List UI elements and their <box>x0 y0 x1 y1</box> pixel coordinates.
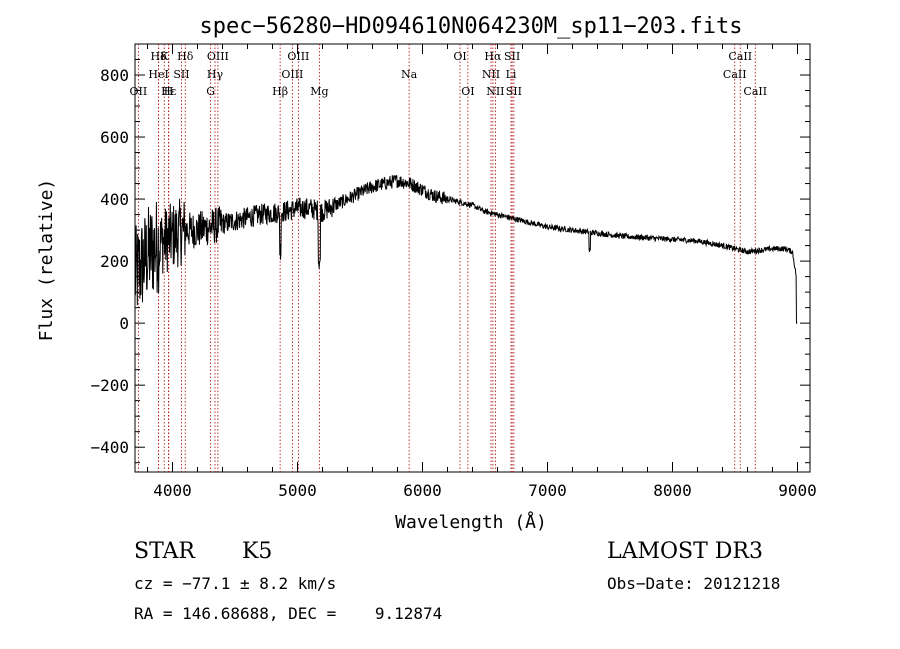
y-tick-label: 600 <box>100 128 129 147</box>
emission-line-label: K <box>160 50 169 63</box>
emission-line-label: OIII <box>207 50 229 63</box>
emission-line-label: NII <box>482 68 500 81</box>
y-tick-label: 800 <box>100 66 129 85</box>
object-class: STAR <box>134 539 195 564</box>
obs-date: Obs−Date: 20121218 <box>607 574 781 593</box>
y-axis-label: Flux (relative) <box>36 179 57 342</box>
x-tick-label: 8000 <box>653 481 692 500</box>
emission-line-label: OI <box>461 85 474 98</box>
coordinates-text: RA = 146.68688, DEC = 9.12874 <box>134 604 443 623</box>
redshift-text: cz = −77.1 ± 8.2 km/s <box>134 574 337 593</box>
x-tick-label: 9000 <box>778 481 817 500</box>
plot-frame <box>134 43 811 473</box>
emission-line-label: Hβ <box>272 85 288 98</box>
emission-line-label: OIII <box>287 50 309 63</box>
spectrum-line <box>134 174 798 324</box>
x-tick-label: 6000 <box>403 481 442 500</box>
emission-line-label: Hα <box>484 50 502 63</box>
emission-line-label: NII <box>486 85 504 98</box>
emission-line-label: Mg <box>310 85 328 98</box>
x-tick-label: 4000 <box>153 481 192 500</box>
y-tick-label: −200 <box>90 376 129 395</box>
x-tick-label: 7000 <box>528 481 567 500</box>
emission-line-label: Hγ <box>207 68 224 81</box>
emission-line-label: Hδ <box>177 50 194 63</box>
x-axis-label: Wavelength (Å) <box>395 511 547 533</box>
emission-line-label: OIII <box>281 68 303 81</box>
y-tick-label: 200 <box>100 252 129 271</box>
emission-line-label: OI <box>453 50 466 63</box>
emission-line-label: SII <box>504 50 520 63</box>
emission-line-label: G <box>206 85 215 98</box>
y-tick-label: −400 <box>90 438 129 457</box>
y-tick-label: 400 <box>100 190 129 209</box>
emission-line-label: Na <box>401 68 418 81</box>
emission-line-label: CaII <box>723 68 747 81</box>
emission-line-label: Li <box>506 68 517 81</box>
survey-name: LAMOST DR3 <box>607 539 763 564</box>
emission-line-label: H <box>164 85 174 98</box>
emission-line-label: Hδ <box>151 50 168 63</box>
x-tick-label: 5000 <box>278 481 317 500</box>
y-tick-label: 0 <box>119 314 129 333</box>
emission-line-label: SII <box>506 85 522 98</box>
emission-line-label: OII <box>130 85 148 98</box>
emission-line-label: CaII <box>743 85 767 98</box>
emission-line-label: HeI <box>148 68 168 81</box>
emission-line-label: SII <box>173 68 189 81</box>
chart-title: spec−56280−HD094610N064230M_sp11−203.fit… <box>199 14 742 39</box>
subclass: K5 <box>242 539 273 564</box>
emission-line-label: CaII <box>728 50 752 63</box>
emission-line-label: Hε <box>161 85 177 98</box>
